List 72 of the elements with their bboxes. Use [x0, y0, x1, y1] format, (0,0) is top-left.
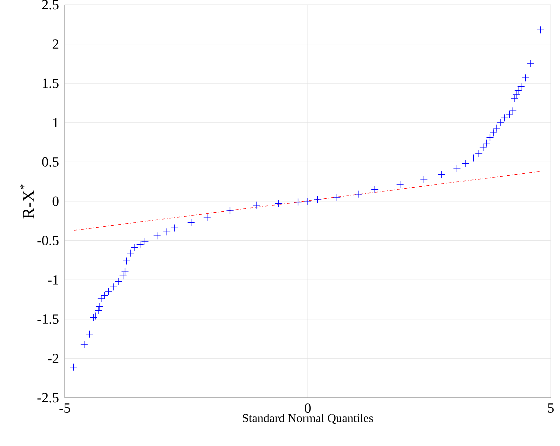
- point: [110, 283, 118, 291]
- point: [506, 111, 514, 119]
- y-tick-label: 2: [52, 40, 59, 49]
- point: [486, 134, 494, 142]
- point: [92, 312, 100, 320]
- point: [490, 129, 498, 137]
- point: [438, 170, 446, 179]
- x-tick-label: -5: [60, 404, 70, 413]
- point: [275, 200, 283, 208]
- y-tick-label: -2.5: [38, 393, 59, 403]
- point: [512, 90, 520, 98]
- y-tick-label: -2: [48, 354, 59, 364]
- y-tick-label: 0.5: [42, 157, 59, 167]
- point: [470, 154, 478, 162]
- point: [333, 194, 341, 202]
- point: [86, 330, 94, 338]
- point: [501, 114, 509, 122]
- point: [90, 314, 98, 322]
- point: [294, 198, 302, 206]
- point: [492, 124, 500, 132]
- point: [253, 202, 261, 210]
- point: [420, 176, 428, 184]
- y-tick-label: 2.5: [42, 0, 59, 10]
- point: [509, 107, 517, 115]
- point: [226, 207, 234, 215]
- x-axis-title: Standard Normal Quantiles: [243, 414, 374, 424]
- point: [526, 60, 534, 68]
- point: [70, 364, 78, 372]
- point: [510, 94, 518, 102]
- point: [371, 186, 379, 194]
- point: [120, 272, 128, 280]
- point: [141, 238, 149, 246]
- point: [355, 190, 363, 198]
- x-tick-label: 5: [548, 404, 554, 413]
- point: [475, 150, 483, 158]
- y-tick-label: 1: [54, 118, 58, 128]
- point: [171, 224, 179, 232]
- point: [126, 250, 134, 258]
- y-tick-label: -1: [48, 275, 58, 285]
- y-tick-label: -1.5: [38, 314, 59, 324]
- point: [80, 340, 88, 348]
- point: [136, 240, 144, 249]
- point: [453, 164, 461, 172]
- point: [480, 144, 488, 152]
- point: [396, 181, 404, 189]
- y-axis-title: R-X$^{*}$: [20, 184, 34, 219]
- point: [101, 292, 109, 300]
- point: [304, 198, 312, 206]
- point: [497, 119, 505, 127]
- point: [204, 214, 212, 222]
- y-tick-label: -0.5: [38, 236, 59, 246]
- point: [514, 86, 522, 94]
- point: [314, 196, 322, 204]
- y-tick-label: 0: [52, 196, 59, 206]
- point: [122, 257, 131, 266]
- point: [115, 278, 123, 286]
- point: [96, 303, 104, 311]
- point: [536, 26, 545, 34]
- x-tick-label: 0: [305, 404, 311, 414]
- point: [94, 306, 102, 315]
- point: [518, 82, 526, 91]
- point: [522, 74, 530, 82]
- point: [98, 295, 106, 303]
- point: [163, 228, 171, 236]
- point: [131, 244, 139, 252]
- point: [483, 140, 491, 148]
- point: [121, 268, 130, 276]
- y-tick-label: 1.5: [43, 78, 59, 88]
- point: [154, 232, 162, 240]
- point: [462, 160, 470, 168]
- point: [104, 288, 113, 296]
- point: [188, 218, 196, 227]
